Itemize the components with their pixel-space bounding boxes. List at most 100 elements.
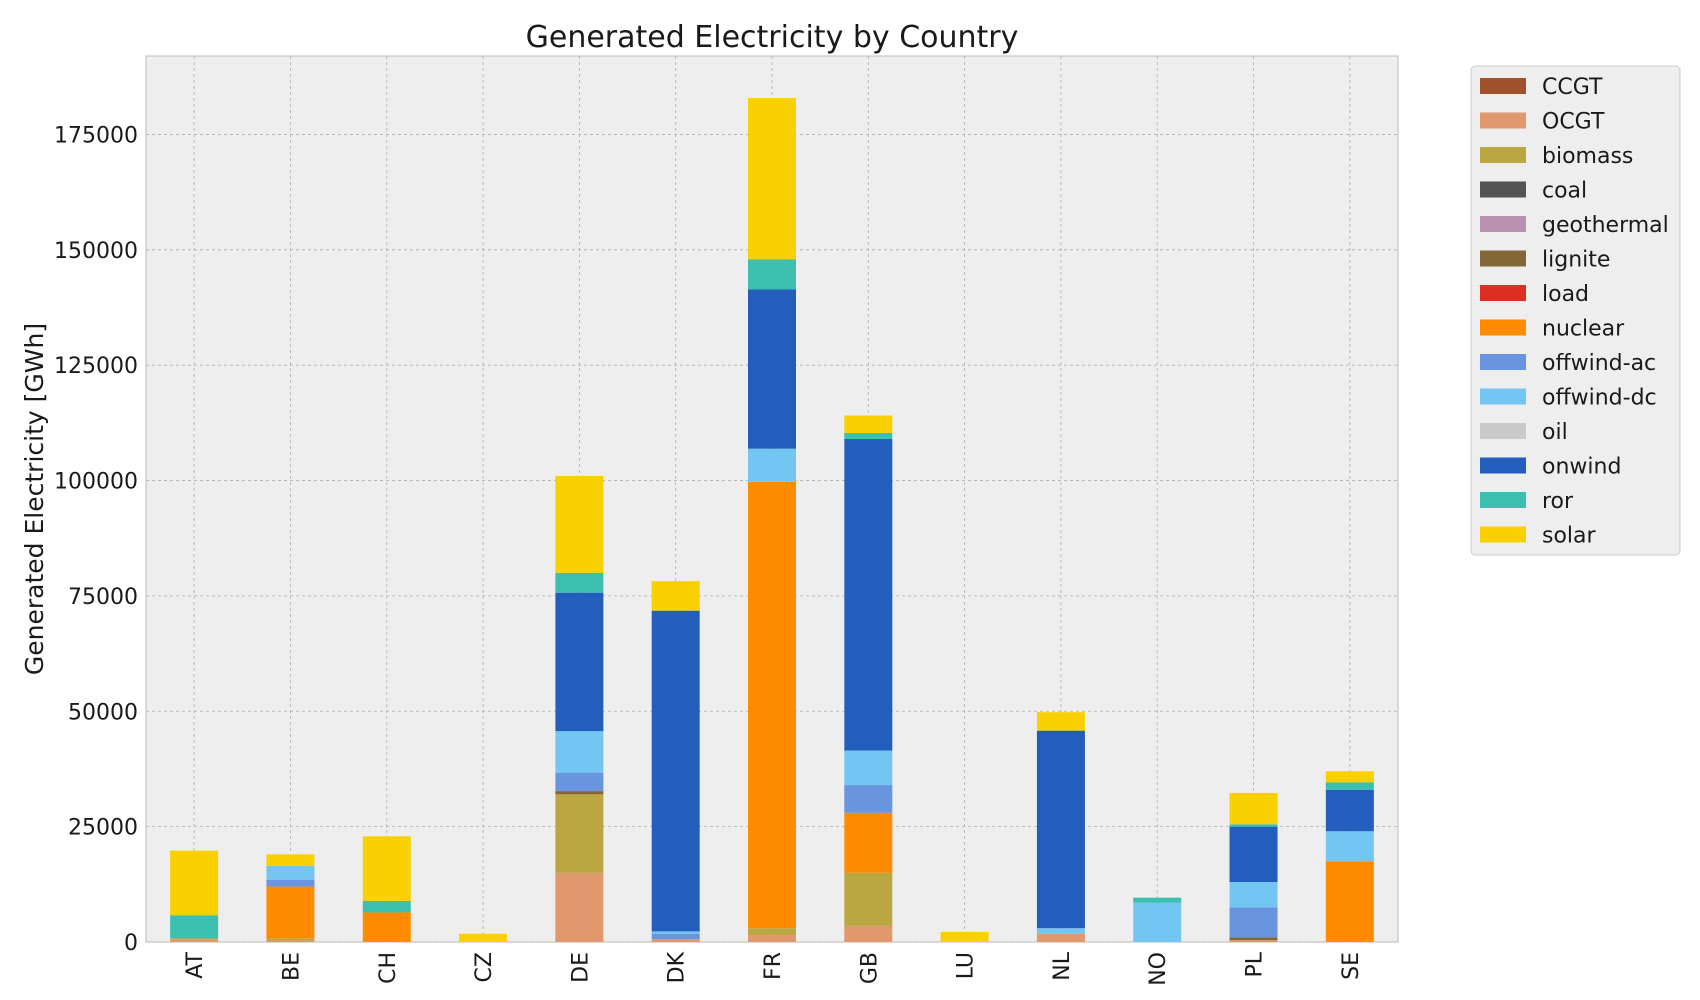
bar-segment-AT-biomass [170,938,219,940]
y-tick-label: 50000 [68,700,138,725]
bar-segment-NL-solar [1036,712,1085,731]
bar-segment-DE-onwind [555,592,604,732]
y-tick-label: 75000 [68,585,138,610]
bar-segment-SE-nuclear [1325,861,1374,942]
bar-segment-DK-offwind-dc [651,931,700,934]
legend-label: offwind-ac [1542,351,1656,376]
legend-swatch [1480,423,1526,439]
bar-segment-DK-solar [651,581,700,611]
bar-segment-PL-offwind-dc [1229,882,1278,908]
legend-label: offwind-dc [1542,386,1657,411]
bar-segment-NL-onwind [1036,730,1085,929]
bar-segment-SE-ror [1325,782,1374,790]
bar-segment-FR-solar [748,97,796,260]
legend-swatch [1480,147,1526,163]
bar-segment-NO-offwind-dc [1133,902,1182,942]
bar-segment-BE-biomass [266,938,315,941]
legend-swatch [1480,181,1526,198]
x-tick-label: FR [761,952,786,980]
bar-segment-PL-offwind-ac [1229,907,1278,938]
y-tick-label: 100000 [54,470,138,495]
legend-swatch [1480,285,1526,301]
bar-segment-BE-offwind-ac [266,879,315,887]
legend-label: OCGT [1542,110,1605,135]
bar-segment-AT-solar [170,850,219,916]
bar-segment-AT-OCGT [170,939,219,942]
bar-segment-SE-solar [1325,771,1374,783]
bar-segment-DE-biomass [555,794,604,873]
legend-label: biomass [1542,144,1633,169]
legend-swatch [1480,216,1526,232]
legend-swatch [1480,319,1526,336]
bar-segment-GB-offwind-dc [844,750,893,786]
bar-segment-BE-nuclear [266,886,315,939]
legend-label: coal [1542,179,1587,204]
bar-segment-SE-offwind-dc [1325,831,1374,862]
legend-swatch [1480,354,1526,370]
bar-segment-AT-ror [170,915,219,939]
y-tick-label: 150000 [54,239,138,264]
bar-segment-PL-onwind [1229,826,1278,883]
legend-label: load [1542,282,1589,307]
y-tick-label: 25000 [68,816,138,841]
bar-segment-GB-solar [844,415,893,434]
bar-segment-GB-nuclear [844,812,893,873]
bar-segment-PL-ror [1229,824,1278,827]
legend-label: lignite [1542,248,1610,273]
bar-segment-DK-onwind [651,610,700,932]
legend-swatch [1480,250,1526,267]
x-tick-label: PL [1243,951,1268,977]
bar-segment-CH-ror [362,900,411,913]
bars [170,97,1374,942]
bar-segment-CZ-solar [459,933,508,942]
y-tick-label: 0 [124,931,138,956]
bar-segment-NL-OCGT [1036,933,1085,942]
bar-segment-PL-solar [1229,792,1278,825]
bar-segment-DE-ror [555,572,604,593]
legend-swatch [1480,78,1526,94]
legend-label: onwind [1542,455,1621,480]
bar-segment-NO-ror [1133,897,1182,903]
x-tick-label: DK [665,951,690,983]
legend-swatch [1480,526,1526,543]
legend-label: geothermal [1542,213,1669,238]
x-axis-ticks: AT BE CH CZ DE DK FR GB LU NL NO PL SE [183,951,1364,986]
legend-swatch [1480,457,1526,474]
legend-label: solar [1542,524,1597,549]
bar-segment-DE-solar [555,475,604,573]
x-tick-label: BE [279,952,304,981]
bar-segment-FR-onwind [748,289,796,449]
legend-swatch [1480,388,1526,405]
x-tick-label: NO [1146,952,1171,986]
bar-segment-GB-OCGT [844,925,893,942]
bar-segment-SE-onwind [1325,789,1374,832]
legend-box [1470,65,1681,556]
x-tick-label: NL [1050,951,1075,980]
y-tick-label: 175000 [54,123,138,148]
bar-segment-LU-solar [940,931,989,942]
legend-label: nuclear [1542,317,1625,342]
legend: CCGT OCGT biomass coal geothermal lignite load… [1470,65,1681,556]
legend-label: oil [1542,420,1568,445]
bar-segment-DE-offwind-ac [555,772,604,792]
bar-segment-FR-ror [748,259,796,290]
bar-segment-FR-nuclear [748,481,796,929]
x-tick-label: LU [954,952,979,979]
x-tick-label: CH [376,952,401,984]
legend-label: CCGT [1542,75,1603,100]
bar-segment-FR-OCGT [748,935,796,942]
x-tick-label: GB [857,952,882,984]
bar-segment-FR-biomass [748,928,796,936]
x-tick-label: CZ [472,952,497,982]
bar-segment-DE-lignite [555,791,604,795]
bar-segment-CH-nuclear [362,912,411,942]
legend-label: ror [1542,489,1574,514]
bar-segment-GB-offwind-ac [844,785,893,813]
legend-swatch [1480,492,1526,508]
chart-title: Generated Electricity by Country [526,20,1019,55]
bar-segment-DE-OCGT [555,872,604,942]
bar-segment-DK-OCGT [651,939,700,942]
bar-segment-BE-OCGT [266,940,315,942]
bar-segment-NL-offwind-dc [1036,928,1085,934]
bar-segment-BE-offwind-dc [266,865,315,880]
